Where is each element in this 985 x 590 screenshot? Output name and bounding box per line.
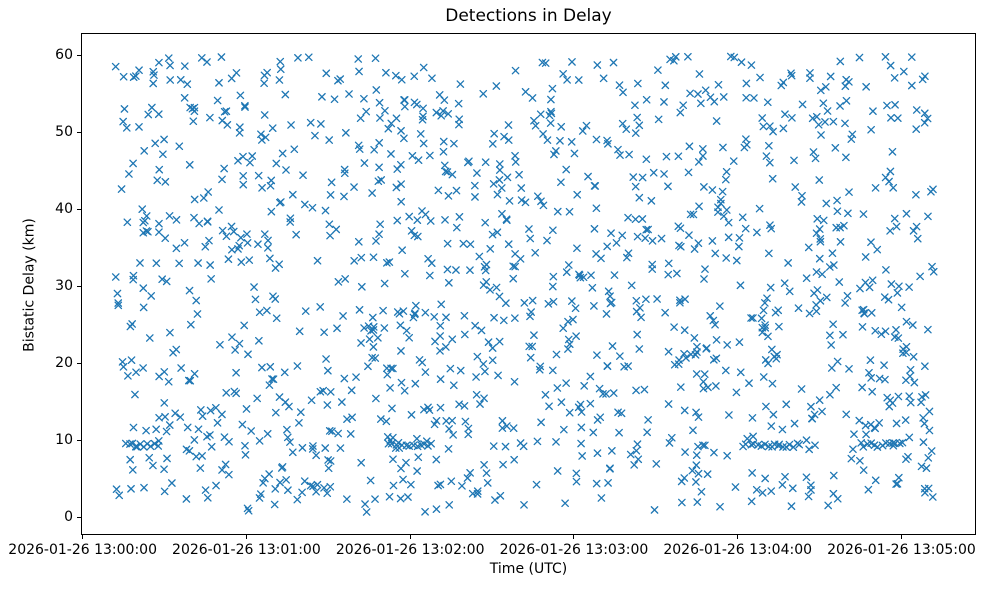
x-tick-mark xyxy=(737,535,739,539)
y-tick-label: 10 xyxy=(55,432,73,449)
y-tick-label: 0 xyxy=(64,509,73,526)
y-tick-mark xyxy=(77,54,81,56)
x-tick-label: 2026-01-26 13:04:00 xyxy=(663,542,813,558)
scatter-plot-canvas xyxy=(81,33,976,535)
x-tick-label: 2026-01-26 13:00:00 xyxy=(8,542,157,558)
y-tick-label: 30 xyxy=(55,278,73,295)
x-tick-label: 2026-01-26 13:05:00 xyxy=(827,542,976,558)
x-axis-label: Time (UTC) xyxy=(489,561,568,577)
x-tick-label: 2026-01-26 13:01:00 xyxy=(172,542,321,558)
x-tick-mark xyxy=(409,535,411,539)
y-tick-label: 60 xyxy=(55,47,73,64)
y-tick-mark xyxy=(77,516,81,518)
x-tick-mark xyxy=(82,535,84,539)
y-axis-label: Bistatic Delay (km) xyxy=(21,218,38,352)
x-tick-label: 2026-01-26 13:03:00 xyxy=(499,542,649,558)
y-tick-mark xyxy=(77,131,81,133)
y-tick-label: 20 xyxy=(55,355,73,372)
y-tick-mark xyxy=(77,285,81,287)
x-tick-mark xyxy=(900,535,902,539)
y-tick-label: 50 xyxy=(55,124,73,141)
x-tick-mark xyxy=(245,535,247,539)
x-tick-label: 2026-01-26 13:02:00 xyxy=(335,542,485,558)
y-tick-mark xyxy=(77,362,81,364)
chart-title: Detections in Delay xyxy=(445,6,612,26)
y-tick-mark xyxy=(77,439,81,441)
x-tick-mark xyxy=(573,535,575,539)
y-tick-label: 40 xyxy=(55,201,73,218)
y-tick-mark xyxy=(77,208,81,210)
